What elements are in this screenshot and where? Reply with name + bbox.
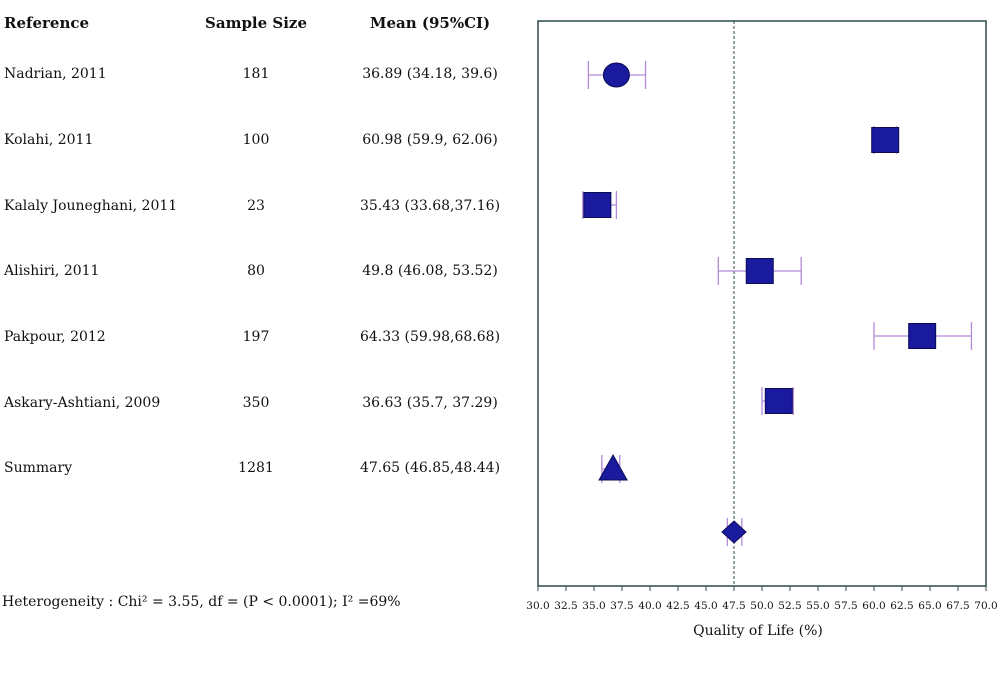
summary-reference: Summary — [4, 460, 73, 476]
x-tick-label: 50.0 — [750, 600, 773, 612]
x-tick-label: 67.5 — [946, 600, 969, 612]
plot-markers — [582, 61, 973, 546]
x-tick-label: 57.5 — [834, 600, 857, 612]
row-sample-size: 350 — [242, 395, 270, 411]
square-marker — [764, 388, 793, 414]
x-tick-label: 35.0 — [582, 600, 605, 612]
x-tick-label: 52.5 — [778, 600, 801, 612]
point-circle — [587, 61, 647, 89]
point-square — [873, 322, 973, 350]
x-axis-label: Quality of Life (%) — [693, 623, 823, 639]
x-tick-label: 37.5 — [610, 600, 633, 612]
heterogeneity-footnote: Heterogeneity : Chi² = 3.55, df = (P < 0… — [2, 594, 401, 610]
reference-header: Reference — [4, 14, 90, 32]
square-marker — [583, 192, 612, 218]
x-tick-label: 60.0 — [862, 600, 885, 612]
point-square — [582, 191, 618, 219]
x-tick-label: 30.0 — [526, 600, 549, 612]
x-tick-label: 40.0 — [638, 600, 661, 612]
x-tick-label: 45.0 — [694, 600, 717, 612]
x-tick-label: 32.5 — [554, 600, 577, 612]
x-tick-label: 62.5 — [890, 600, 913, 612]
row-mean-ci: 35.43 (33.68,37.16) — [359, 198, 501, 214]
row-reference: Nadrian, 2011 — [4, 66, 107, 82]
row-sample-size: 181 — [242, 66, 270, 82]
square-marker — [908, 323, 937, 349]
x-tick-label: 70.0 — [974, 600, 997, 612]
square-marker — [745, 258, 774, 284]
row-mean-ci: 36.89 (34.18, 39.6) — [362, 66, 498, 82]
x-axis-ticks: 30.0 32.5 35.0 37.5 40.0 42.5 45.0 47.5 50.0 52.5… — [526, 586, 998, 612]
diamond-marker — [721, 520, 747, 544]
row-reference: Kalaly Jouneghani, 2011 — [4, 198, 178, 214]
row-sample-size: 100 — [242, 132, 270, 148]
row-sample-size: 23 — [247, 198, 265, 214]
row-mean-ci: 36.63 (35.7, 37.29) — [362, 395, 498, 411]
point-diamond — [721, 518, 747, 546]
triangle-marker — [598, 453, 628, 481]
summary-sample-size: 1281 — [238, 460, 274, 476]
row-sample-size: 80 — [247, 263, 265, 279]
row-reference: Pakpour, 2012 — [4, 329, 106, 345]
point-triangle — [598, 453, 628, 483]
sample-size-header: Sample Size — [205, 14, 307, 32]
circle-marker — [602, 62, 630, 88]
row-reference: Alishiri, 2011 — [4, 263, 100, 279]
row-sample-size: 197 — [242, 329, 270, 345]
row-mean-ci: 64.33 (59.98,68.68) — [359, 329, 501, 345]
x-tick-label: 65.0 — [918, 600, 941, 612]
summary-mean-ci: 47.65 (46.85,48.44) — [359, 460, 501, 476]
plot-frame — [537, 20, 987, 587]
x-tick-label: 47.5 — [722, 600, 745, 612]
row-mean-ci: 49.8 (46.08, 53.52) — [362, 263, 498, 279]
row-reference: Askary-Ashtiani, 2009 — [4, 395, 161, 411]
row-mean-ci: 60.98 (59.9, 62.06) — [362, 132, 498, 148]
x-tick-label: 55.0 — [806, 600, 829, 612]
mean-ci-header: Mean (95%CI) — [369, 14, 491, 32]
point-square — [871, 126, 900, 154]
x-tick-label: 42.5 — [666, 600, 689, 612]
point-square — [761, 387, 795, 415]
square-marker — [871, 127, 900, 153]
point-square — [717, 257, 802, 285]
row-reference: Kolahi, 2011 — [4, 132, 94, 148]
